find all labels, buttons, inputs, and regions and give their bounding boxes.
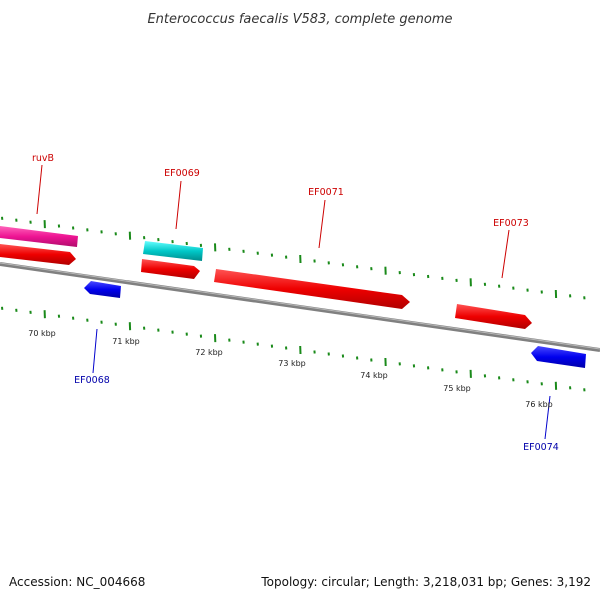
gene-ruvB-cds[interactable] <box>0 244 76 265</box>
scale-label-73kbp: 73 kbp <box>278 359 306 368</box>
genome-backbone-highlight <box>0 262 600 350</box>
ruvB-label-line <box>36 164 43 215</box>
gene-label-EF0074[interactable]: EF0074 <box>523 442 559 453</box>
EF0069-label-line <box>175 180 182 230</box>
gene-label-EF0073[interactable]: EF0073 <box>493 218 529 229</box>
EF0074-label-line <box>544 395 551 440</box>
scale-label-71kbp: 71 kbp <box>112 337 140 346</box>
topology-summary: Topology: circular; Length: 3,218,031 bp… <box>260 575 591 589</box>
scale-label-75kbp: 75 kbp <box>443 384 471 393</box>
gc-skew-ticks-lower <box>1 306 586 392</box>
scale-label-72kbp: 72 kbp <box>195 348 223 357</box>
gene-EF0073-cds[interactable] <box>455 304 532 329</box>
gene-EF0074-cds[interactable] <box>531 346 586 368</box>
gene-EF0071-cds[interactable] <box>214 269 410 309</box>
gene-EF0069-rna[interactable] <box>143 241 203 261</box>
scale-label-74kbp: 74 kbp <box>360 371 388 380</box>
gene-label-ruvB[interactable]: ruvB <box>32 153 54 164</box>
gene-ruvB-feature[interactable] <box>0 226 78 247</box>
genome-backbone <box>0 262 600 352</box>
EF0071-label-line <box>318 199 326 249</box>
scale-label-76kbp: 76 kbp <box>525 400 553 409</box>
gene-EF0069-cds[interactable] <box>141 259 200 279</box>
map-title: Enterococcus faecalis V583, complete gen… <box>147 12 452 27</box>
gene-label-EF0068[interactable]: EF0068 <box>74 375 110 386</box>
scale-label-70kbp: 70 kbp <box>28 329 56 338</box>
accession-text: Accession: NC_004668 <box>9 575 145 589</box>
EF0068-label-line <box>92 328 98 374</box>
gene-label-EF0071[interactable]: EF0071 <box>308 187 344 198</box>
gene-EF0068-cds[interactable] <box>84 281 121 298</box>
gc-skew-ticks-upper <box>1 216 586 300</box>
gene-label-EF0069[interactable]: EF0069 <box>164 168 200 179</box>
EF0073-label-line <box>501 229 510 279</box>
